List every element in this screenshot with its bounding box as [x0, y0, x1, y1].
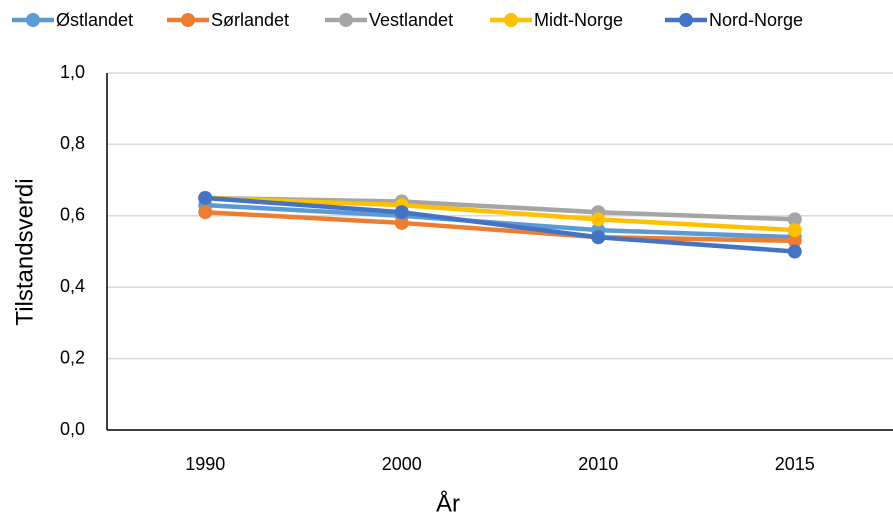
data-point	[591, 212, 606, 227]
data-point	[394, 205, 409, 220]
legend-label: Midt-Norge	[534, 10, 623, 30]
y-axis-title: Tilstandsverdi	[11, 178, 38, 325]
data-point	[787, 233, 802, 248]
x-tick-label: 1990	[185, 454, 225, 474]
legend-marker	[679, 13, 693, 27]
x-tick-label: 2010	[578, 454, 618, 474]
legend-label: Vestlandet	[369, 10, 453, 30]
data-point	[787, 212, 802, 227]
series-line	[205, 202, 795, 240]
data-point	[198, 190, 213, 205]
legend-marker	[181, 13, 195, 27]
y-tick-label: 1,0	[60, 62, 85, 82]
x-tick-label: 2015	[775, 454, 815, 474]
data-point	[198, 205, 213, 220]
y-tick-label: 0,6	[60, 205, 85, 225]
data-point	[591, 230, 606, 245]
legend-marker	[26, 13, 40, 27]
y-tick-label: 0,8	[60, 133, 85, 153]
y-tick-label: 0,0	[60, 419, 85, 439]
data-point	[787, 244, 802, 259]
legend-marker	[339, 13, 353, 27]
x-axis-title: År	[436, 489, 460, 517]
data-point	[787, 223, 802, 238]
y-tick-label: 0,4	[60, 276, 85, 296]
legend-label: Nord-Norge	[709, 10, 803, 30]
legend-label: Østlandet	[56, 10, 133, 30]
legend-label: Sørlandet	[211, 10, 289, 30]
series-line	[205, 195, 795, 254]
series-line	[205, 195, 795, 233]
y-tick-label: 0,2	[60, 347, 85, 367]
data-point	[394, 215, 409, 230]
x-tick-label: 2000	[382, 454, 422, 474]
series-line	[205, 209, 795, 244]
legend-marker	[504, 13, 518, 27]
